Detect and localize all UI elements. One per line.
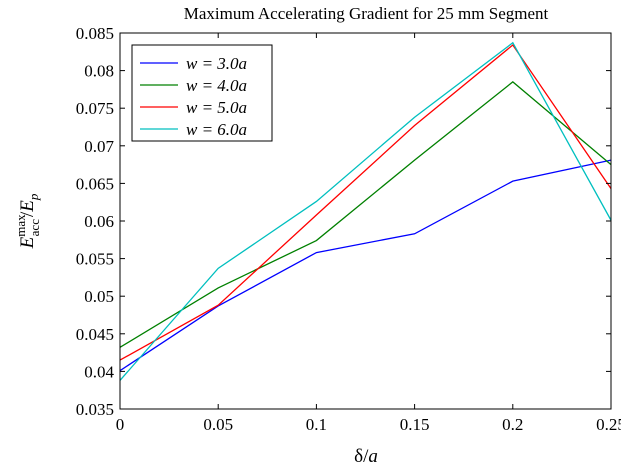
x-axis-label: δ/a: [354, 446, 378, 467]
y-axis-label: Emaxacc/Ep: [13, 193, 42, 249]
legend: w = 3.0a w = 4.0a w = 5.0a w = 6.0a: [131, 44, 273, 142]
y-axis-label-text: Emaxacc/Ep: [13, 193, 42, 249]
chart-title: Maximum Accelerating Gradient for 25 mm …: [184, 4, 549, 23]
y-tick-label: 0.085: [76, 24, 114, 43]
y-tick-label: 0.055: [76, 250, 114, 269]
y-tick-label: 0.04: [84, 362, 114, 381]
x-tick-label: 0: [116, 415, 125, 434]
y-tick-label: 0.06: [84, 212, 114, 231]
series-line-4: [119, 41, 612, 381]
y-label-sub: acc: [27, 219, 42, 237]
y-label-sub2: p: [26, 193, 41, 201]
series-line-2: [119, 81, 612, 348]
x-tick-label: 0.05: [203, 415, 233, 434]
legend-label-4: w = 6.0a: [186, 120, 247, 139]
series-line-1: [119, 159, 612, 372]
y-tick-label: 0.075: [76, 99, 114, 118]
y-tick-label: 0.08: [84, 62, 114, 81]
legend-label-2: w = 4.0a: [186, 76, 247, 95]
x-axis-label-symbol: δ/: [354, 446, 369, 467]
tick-layer: 0 0.05 0.1 0.15 0.2 0.25 0.035 0.04 0.045 0.05 0.0…: [76, 24, 621, 434]
x-axis-label-variable: a: [368, 446, 378, 467]
legend-label-3: w = 5.0a: [186, 98, 247, 117]
x-tick-label: 0.15: [400, 415, 430, 434]
y-tick-label: 0.05: [84, 287, 114, 306]
legend-label-1: w = 3.0a: [186, 54, 247, 73]
series-line-3: [119, 44, 612, 361]
series-layer: [119, 41, 612, 381]
y-label-e: E: [17, 236, 38, 249]
legend-box: [131, 44, 273, 142]
y-label-sup: max: [13, 214, 28, 237]
y-tick-label: 0.07: [84, 137, 114, 156]
y-label-e2: E: [17, 200, 38, 213]
x-tick-label: 0.1: [306, 415, 327, 434]
x-tick-label: 0.2: [502, 415, 523, 434]
x-tick-label: 0.25: [596, 415, 621, 434]
y-label-slash: /: [17, 211, 38, 217]
y-tick-label: 0.035: [76, 400, 114, 419]
y-tick-label: 0.045: [76, 325, 114, 344]
y-tick-label: 0.065: [76, 174, 114, 193]
